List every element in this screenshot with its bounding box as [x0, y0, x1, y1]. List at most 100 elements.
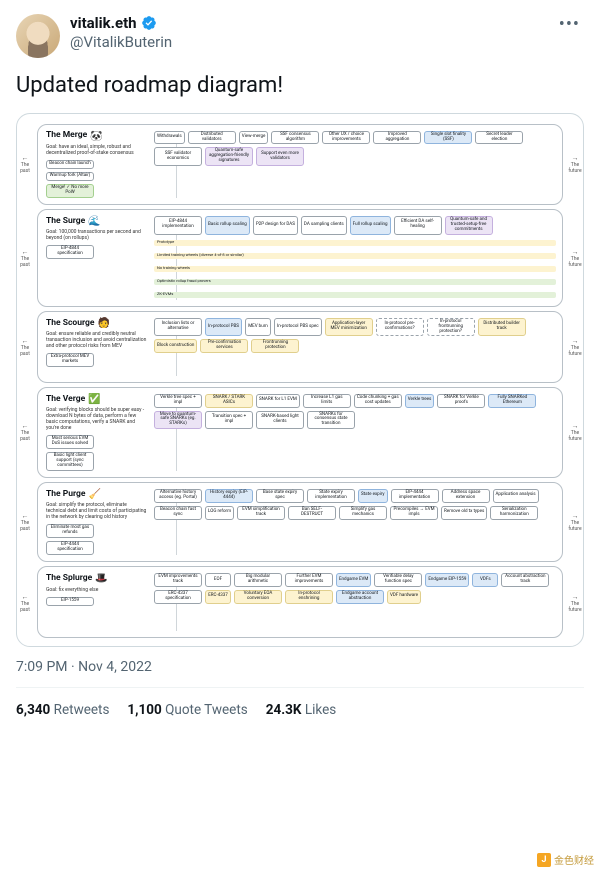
- roadmap-diagram[interactable]: ←Thepast The Merge 🐼Goal: have an ideal, …: [16, 113, 584, 648]
- roadmap-node: EOF: [205, 573, 231, 587]
- roadmap-node: In-protocol enshrining: [285, 590, 333, 604]
- roadmap-strip: Limited training wheels (diverse 4-of-8 …: [154, 253, 556, 259]
- roadmap-node: In-protocol PBS: [205, 318, 242, 337]
- roadmap-node: Eliminate most gas refunds: [46, 524, 94, 538]
- roadmap-section: The Merge 🐼Goal: have an ideal, simple, …: [37, 124, 563, 205]
- tweet-stats: 6,340 Retweets 1,100 Quote Tweets 24.3K …: [16, 687, 584, 722]
- section-header: The Surge 🌊Goal: 100,000 transactions pe…: [44, 214, 150, 300]
- section-flow: EIP-4844 implementationBasic rollup scal…: [154, 214, 556, 300]
- roadmap-section: The Purge 🧹Goal: simplify the protocol, …: [37, 482, 563, 562]
- roadmap-node: Verifiable delay function spec: [374, 573, 422, 587]
- roadmap-node: SNARK / STARK ASICs: [205, 394, 253, 408]
- roadmap-node: Single slot finality (SSF): [424, 131, 472, 145]
- roadmap-section: The Verge ✅Goal: verifying blocks should…: [37, 387, 563, 478]
- roadmap-node: Improved aggregation: [373, 131, 421, 145]
- roadmap-node: EIP-4844 specification: [46, 245, 94, 259]
- roadmap-strip: ZK-EVMs: [154, 292, 556, 298]
- roadmap-node: Beacon chain launch: [46, 160, 94, 169]
- roadmap-node: Secret leader election: [475, 131, 523, 145]
- past-label: ←Thepast: [18, 512, 32, 532]
- roadmap-node: Distributed builder track: [478, 318, 526, 337]
- watermark: J 金色财经: [537, 852, 594, 867]
- past-label: ←Thepast: [18, 154, 32, 174]
- roadmap-node: Application-layer MEV minimization: [325, 318, 373, 337]
- likes-stat[interactable]: 24.3K Likes: [266, 702, 336, 718]
- roadmap-node: SNARK-based light clients: [256, 411, 304, 430]
- more-options-icon[interactable]: •••: [555, 14, 584, 35]
- author-names[interactable]: vitalik.eth @VitalikButerin: [70, 14, 545, 52]
- roadmap-node: Transition spec + impl: [205, 411, 253, 430]
- section-header: The Splurge 🎩Goal: fix everything elseEI…: [44, 571, 150, 631]
- roadmap-node: Remove old tx types: [441, 506, 487, 520]
- section-goal: Goal: verifying blocks should be super e…: [46, 407, 148, 431]
- roadmap-node: SNARK for L1 EVM: [256, 394, 300, 408]
- future-label: →Thefuture: [568, 593, 582, 613]
- section-title: The Purge 🧹: [46, 489, 148, 501]
- section-header: The Merge 🐼Goal: have an ideal, simple, …: [44, 129, 150, 198]
- past-label: ←Thepast: [18, 593, 32, 613]
- roadmap-node: LOG reform: [205, 506, 234, 520]
- roadmap-node: EIP-1559: [46, 597, 94, 606]
- roadmap-node: Endgame EIP-1559: [425, 573, 469, 587]
- section-flow: Verkle tree spec + implSNARK / STARK ASI…: [154, 392, 556, 471]
- quotes-stat[interactable]: 1,100 Quote Tweets: [127, 702, 247, 718]
- roadmap-node: In-protocol pre-confirmations?: [376, 318, 424, 337]
- roadmap-node: Verkle tree spec + impl: [154, 394, 202, 408]
- roadmap-node: Other UX / choice improvements: [322, 131, 370, 145]
- retweets-stat[interactable]: 6,340 Retweets: [16, 702, 109, 718]
- tweet-text: Updated roadmap diagram!: [16, 72, 584, 101]
- future-label: →Thefuture: [568, 512, 582, 532]
- section-title: The Splurge 🎩: [46, 573, 148, 585]
- section-goal: Goal: simplify the protocol, eliminate t…: [46, 502, 148, 520]
- roadmap-node: Warmup fork (Altair): [46, 172, 94, 181]
- roadmap-node: MEV burn: [245, 318, 271, 337]
- roadmap-node: Merge! ✓ No more PoW: [46, 184, 94, 198]
- past-label: ←Thepast: [18, 337, 32, 357]
- future-label: →Thefuture: [568, 337, 582, 357]
- past-label: ←Thepast: [18, 248, 32, 268]
- roadmap-node: Big modular arithmetic: [234, 573, 282, 587]
- roadmap-node: Basic light client support (sync committ…: [46, 452, 94, 471]
- roadmap-node: Most serious EVM DoS issues solved: [46, 435, 94, 449]
- watermark-icon: J: [537, 853, 551, 867]
- tweet-header: vitalik.eth @VitalikButerin •••: [16, 14, 584, 58]
- roadmap-node: Address space extension: [442, 489, 490, 503]
- section-header: The Verge ✅Goal: verifying blocks should…: [44, 392, 150, 471]
- roadmap-section: The Scourge 🧑Goal: ensure reliable and c…: [37, 311, 563, 383]
- section-flow: EVM improvements trackEOFBig modular ari…: [154, 571, 556, 631]
- roadmap-node: EVM simplification track: [237, 506, 285, 520]
- roadmap-node: Distributed validators: [188, 131, 236, 145]
- section-goal: Goal: 100,000 transactions per second an…: [46, 229, 148, 241]
- roadmap-node: ERC-4337 specification: [154, 590, 202, 604]
- roadmap-node: SNARKs for consensus state transition: [307, 411, 355, 430]
- roadmap-node: Fully SNARKed Ethereum: [488, 394, 536, 408]
- roadmap-node: DA sampling clients: [301, 216, 347, 235]
- roadmap-node: State expiry implementation: [307, 489, 355, 503]
- roadmap-node: Code chunking + gas cost updates: [354, 394, 402, 408]
- roadmap-node: Serialization harmonization: [490, 506, 538, 520]
- verified-badge-icon: [141, 15, 157, 31]
- roadmap-section: The Splurge 🎩Goal: fix everything elseEI…: [37, 566, 563, 638]
- future-label: →Thefuture: [568, 154, 582, 174]
- roadmap-node: Efficient DA self-healing: [394, 216, 442, 235]
- roadmap-node: Simplify gas mechanics: [339, 506, 387, 520]
- section-header: The Scourge 🧑Goal: ensure reliable and c…: [44, 316, 150, 376]
- roadmap-node: VDFs: [472, 573, 498, 587]
- roadmap-node: Full rollup scaling: [350, 216, 391, 235]
- roadmap-node: SSF consensus algorithm: [271, 131, 319, 145]
- future-label: →Thefuture: [568, 422, 582, 442]
- roadmap-strip: No training wheels: [154, 266, 556, 272]
- handle: @VitalikButerin: [70, 33, 545, 52]
- timestamp[interactable]: 7:09 PM · Nov 4, 2022: [16, 659, 584, 675]
- roadmap-node: Voluntary EOA conversion: [234, 590, 282, 604]
- roadmap-node: EVM improvements track: [154, 573, 202, 587]
- roadmap-node: In-protocol frontrunning protection?: [427, 318, 475, 337]
- past-label: ←Thepast: [18, 422, 32, 442]
- roadmap-node: EIP-4844 implementation: [154, 216, 202, 235]
- section-flow: Inclusion lists or alternativeIn-protoco…: [154, 316, 556, 376]
- section-title: The Merge 🐼: [46, 131, 148, 143]
- avatar[interactable]: [16, 14, 60, 58]
- roadmap-node: Verkle trees: [405, 394, 435, 408]
- section-title: The Scourge 🧑: [46, 318, 148, 330]
- roadmap-node: Further EVM improvements: [285, 573, 333, 587]
